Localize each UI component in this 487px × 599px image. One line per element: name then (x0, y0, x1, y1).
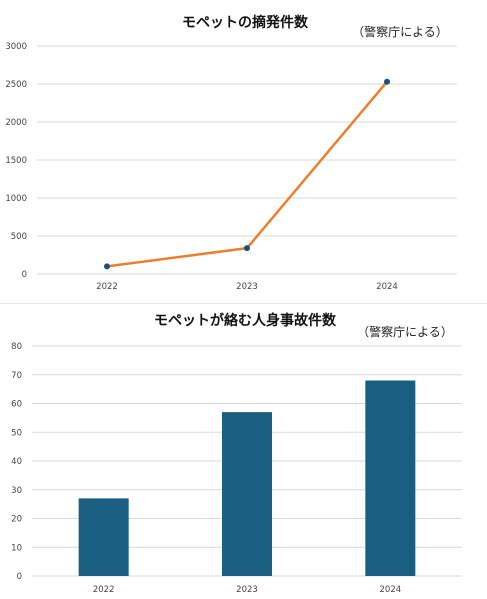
chart2-title: モペットが絡む人身事故件数 (154, 312, 337, 329)
y-tick-label: 80 (11, 342, 22, 352)
y-tick-label: 2000 (5, 118, 27, 128)
bar (365, 380, 416, 576)
y-tick-label: 70 (11, 371, 22, 381)
y-tick-label: 2500 (5, 80, 27, 90)
data-point (104, 263, 110, 270)
x-tick-label: 2023 (236, 282, 258, 292)
chart1-source-note: （警察庁による） (352, 24, 448, 39)
y-tick-label: 50 (11, 428, 22, 438)
y-tick-label: 20 (11, 515, 22, 525)
y-tick-label: 500 (11, 232, 27, 242)
series-line (106, 80, 388, 268)
y-tick-label: 60 (11, 400, 22, 410)
y-tick-label: 0 (17, 572, 22, 582)
y-tick-label: 30 (11, 486, 22, 496)
x-tick-label: 2024 (380, 585, 402, 595)
chart-separator (0, 303, 487, 304)
y-tick-label: 3000 (5, 42, 27, 52)
chart2-source-note: （警察庁による） (357, 324, 453, 339)
chart1-title: モペットの摘発件数 (182, 14, 309, 31)
y-tick-label: 1500 (5, 156, 27, 166)
data-point (244, 245, 250, 252)
y-tick-label: 0 (22, 270, 27, 280)
y-tick-label: 10 (11, 543, 22, 553)
x-tick-label: 2022 (93, 585, 115, 595)
bar (222, 412, 272, 576)
x-tick-label: 2023 (236, 585, 258, 595)
line-chart-moped-arrests: モペットの摘発件数 （警察庁による） 0 500 1000 1500 2000 2500 3… (5, 14, 457, 292)
bar (78, 498, 129, 576)
x-tick-label: 2022 (96, 282, 118, 292)
y-tick-label: 1000 (5, 194, 27, 204)
y-tick-label: 40 (11, 457, 22, 467)
x-tick-label: 2024 (376, 282, 398, 292)
data-point (384, 78, 390, 85)
bar-chart-moped-accidents: モペットが絡む人身事故件数 （警察庁による） 0 10 20 30 40 50 60 70 80… (11, 312, 462, 595)
